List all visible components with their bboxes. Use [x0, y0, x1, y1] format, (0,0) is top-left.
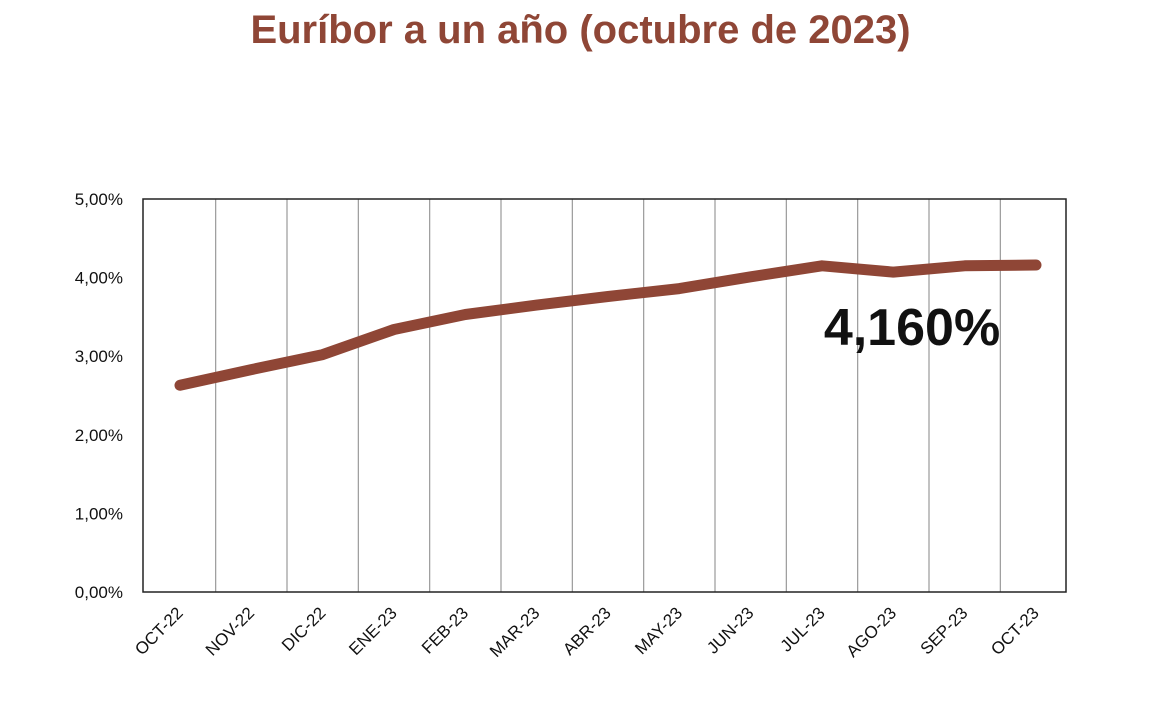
data-point [964, 265, 966, 267]
data-point [250, 369, 252, 371]
x-tick-label: MAY-23 [631, 603, 686, 658]
x-tick-label: AGO-23 [843, 603, 901, 661]
y-tick-label: 2,00% [75, 426, 123, 445]
y-tick-label: 0,00% [75, 583, 123, 602]
x-tick-label: NOV-22 [202, 603, 258, 659]
data-point [892, 271, 894, 273]
data-point [607, 295, 609, 297]
data-point [322, 354, 324, 356]
data-point [393, 328, 395, 330]
chart-title: Euríbor a un año (octubre de 2023) [250, 8, 911, 52]
y-tick-label: 4,00% [75, 269, 123, 288]
value-annotation: 4,160% [824, 299, 1000, 357]
x-tick-label: JUL-23 [777, 603, 829, 655]
y-tick-label: 5,00% [75, 190, 123, 209]
data-point [179, 384, 181, 386]
y-tick-label: 3,00% [75, 347, 123, 366]
x-tick-label: ABR-23 [559, 603, 615, 659]
x-tick-label: OCT-22 [131, 603, 187, 659]
x-tick-label: OCT-23 [987, 603, 1043, 659]
data-point [750, 276, 752, 278]
x-tick-label: MAR-23 [486, 603, 544, 661]
plot-frame [142, 198, 1067, 593]
y-tick-label: 1,00% [75, 504, 123, 523]
x-tick-label: DIC-22 [278, 603, 330, 655]
data-point [678, 288, 680, 290]
data-point [1035, 264, 1037, 266]
data-point [536, 304, 538, 306]
data-point [464, 314, 466, 316]
grid-lines [215, 199, 1001, 592]
x-tick-label: FEB-23 [418, 603, 472, 657]
series-group [174, 259, 1042, 391]
x-axis-ticks: OCT-22 NOV-22 DIC-22 ENE-23 FEB-23 MAR-23 ABR-… [131, 603, 1043, 661]
x-tick-label: SEP-23 [917, 603, 972, 658]
data-point [821, 265, 823, 267]
x-tick-label: ENE-23 [345, 603, 401, 659]
x-tick-label: JUN-23 [703, 603, 757, 657]
y-axis-ticks: 0,00% 1,00% 2,00% 3,00% 4,00% 5,00% [75, 190, 123, 602]
